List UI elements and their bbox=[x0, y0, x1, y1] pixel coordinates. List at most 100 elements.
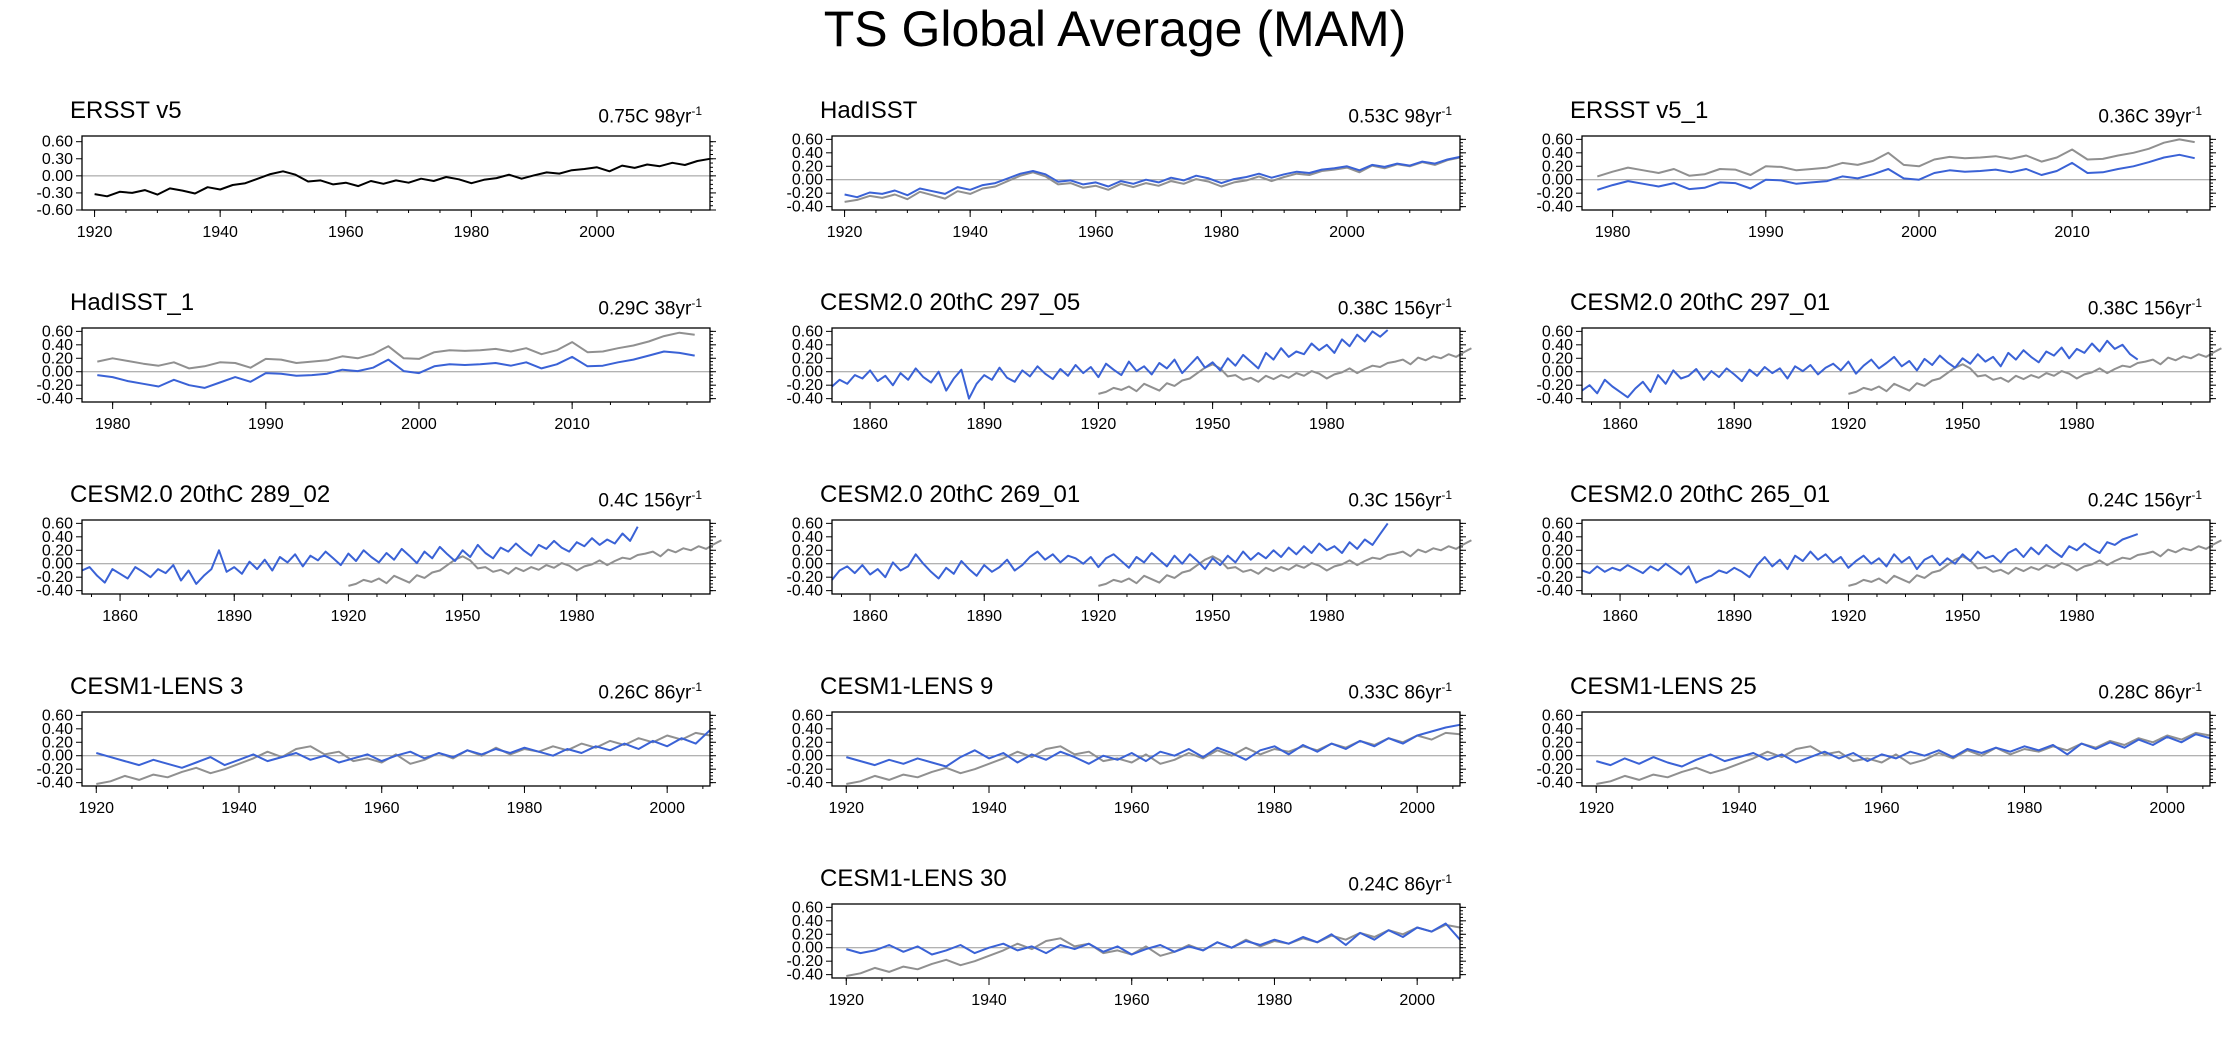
x-tick-label: 1990 bbox=[1748, 224, 1784, 241]
y-tick-label: 0.00 bbox=[1542, 748, 1573, 765]
y-tick-label: 0.60 bbox=[792, 131, 823, 148]
x-tick-label: 1980 bbox=[507, 800, 543, 817]
series-line-model bbox=[846, 723, 1461, 768]
y-tick-label: 0.20 bbox=[792, 350, 823, 367]
x-tick-label: 1980 bbox=[1309, 416, 1345, 433]
y-tick-label: 0.00 bbox=[1542, 172, 1573, 189]
x-tick-label: 1920 bbox=[1831, 608, 1867, 625]
y-tick-label: -0.40 bbox=[787, 775, 824, 792]
x-tick-label: 1940 bbox=[952, 224, 988, 241]
panel-trend: 0.24C 156yr-1 bbox=[2087, 488, 2202, 512]
chart-panel: -0.60 -0.30 0.00 0.30 0.60 1920 1940 1960 1980 20… bbox=[37, 98, 716, 248]
series-line-model bbox=[1597, 153, 2195, 191]
panel-trend: 0.38C 156yr-1 bbox=[1337, 296, 1452, 320]
x-tick-label: 1990 bbox=[248, 416, 284, 433]
series-line-model bbox=[846, 922, 1461, 956]
panel-trend: 0.28C 86yr-1 bbox=[2098, 680, 2202, 704]
panel-plot: -0.60-0.300.000.300.60 1920 1940 1960 1980 20… bbox=[37, 134, 716, 241]
chart-panel: -0.40 -0.20 0.00 0.20 0.40 0.60 1860 1890 1920 19… bbox=[1537, 289, 2222, 440]
panel-plot: -0.40-0.200.000.200.400.60 1860 1890 1920 19… bbox=[1537, 515, 2222, 625]
y-tick-label: 0.60 bbox=[42, 323, 73, 340]
panel-plot: -0.40-0.200.000.200.400.60 1860 1890 1920 19… bbox=[37, 515, 722, 625]
panel-trend: 0.24C 86yr-1 bbox=[1348, 872, 1452, 896]
panel-plot: -0.40-0.200.000.200.400.60 1920 1940 1960 19… bbox=[787, 707, 1466, 817]
y-tick-label: 0.20 bbox=[42, 350, 73, 367]
y-tick-label: -0.20 bbox=[1537, 377, 1574, 394]
panel-title: HadISST_1 bbox=[70, 289, 195, 316]
series-line-model bbox=[1581, 533, 2139, 584]
series-line-obs bbox=[1848, 347, 2222, 395]
y-tick-label: -0.40 bbox=[1537, 583, 1574, 600]
plot-frame bbox=[831, 903, 1461, 979]
x-tick-label: 1920 bbox=[331, 608, 367, 625]
y-tick-label: 0.40 bbox=[1542, 529, 1573, 546]
panel-title: ERSST v5_1 bbox=[1570, 97, 1709, 124]
series-line-obs bbox=[348, 539, 722, 587]
x-tick-label: 1980 bbox=[95, 416, 131, 433]
x-tick-label: 1940 bbox=[971, 992, 1007, 1009]
panel-plot: -0.40-0.200.000.200.400.60 1860 1890 1920 19… bbox=[787, 323, 1472, 433]
y-tick-label: 0.60 bbox=[1542, 323, 1573, 340]
y-tick-label: -0.20 bbox=[1537, 761, 1574, 778]
x-tick-label: 1980 bbox=[2059, 416, 2095, 433]
y-tick-label: 0.40 bbox=[1542, 721, 1573, 738]
x-tick-label: 2000 bbox=[1329, 224, 1365, 241]
plot-frame bbox=[831, 711, 1461, 787]
panel-plot: -0.40-0.200.000.200.400.60 1860 1890 1920 19… bbox=[1537, 323, 2222, 433]
x-tick-label: 1860 bbox=[1602, 416, 1638, 433]
chart-panel: -0.40 -0.20 0.00 0.20 0.40 0.60 1860 1890 1920 19… bbox=[37, 482, 722, 632]
y-tick-label: 0.40 bbox=[792, 529, 823, 546]
panel-title: CESM2.0 20thC 265_01 bbox=[1570, 481, 1831, 508]
y-tick-label: 0.00 bbox=[792, 940, 823, 957]
x-tick-label: 1890 bbox=[1716, 416, 1752, 433]
chart-panel: -0.40 -0.20 0.00 0.20 0.40 0.60 1920 1940 1960 19… bbox=[787, 98, 1466, 248]
y-tick-label: -0.40 bbox=[1537, 775, 1574, 792]
y-tick-label: 0.00 bbox=[42, 748, 73, 765]
y-tick-label: 0.60 bbox=[42, 134, 73, 151]
x-tick-label: 1950 bbox=[1195, 416, 1231, 433]
panel-title: CESM1-LENS 30 bbox=[820, 865, 1007, 892]
panel-trend: 0.29C 38yr-1 bbox=[598, 296, 702, 320]
chart-panel: -0.40 -0.20 0.00 0.20 0.40 0.60 1980 1990 2000 20… bbox=[1537, 97, 2216, 248]
y-tick-label: 0.60 bbox=[1542, 131, 1573, 148]
x-tick-label: 1960 bbox=[1114, 800, 1150, 817]
y-tick-label: 0.20 bbox=[1542, 734, 1573, 751]
panel-title: CESM2.0 20thC 297_05 bbox=[820, 289, 1081, 316]
panel-plot: -0.40-0.200.000.200.400.60 1980 1990 2000 20… bbox=[1537, 131, 2216, 241]
x-tick-label: 1950 bbox=[1945, 608, 1981, 625]
series-line-obs bbox=[96, 731, 711, 785]
panel-plot: -0.40-0.200.000.200.400.60 1920 1940 1960 19… bbox=[37, 707, 716, 817]
x-tick-label: 1980 bbox=[2007, 800, 2043, 817]
x-tick-label: 1890 bbox=[216, 608, 252, 625]
x-tick-label: 2000 bbox=[579, 224, 615, 241]
series-line-single bbox=[94, 157, 711, 198]
panel-plot: -0.40-0.200.000.200.400.60 1920 1940 1960 19… bbox=[787, 899, 1466, 1009]
y-tick-label: 0.40 bbox=[792, 913, 823, 930]
panel-title: CESM2.0 20thC 297_01 bbox=[1570, 289, 1831, 316]
y-tick-label: -0.40 bbox=[787, 583, 824, 600]
plot-frame bbox=[831, 519, 1461, 595]
x-tick-label: 1890 bbox=[966, 608, 1002, 625]
series-line-model bbox=[97, 350, 695, 389]
y-tick-label: 0.40 bbox=[792, 145, 823, 162]
series-line-obs bbox=[1596, 731, 2211, 785]
y-tick-label: -0.20 bbox=[1537, 569, 1574, 586]
y-tick-label: -0.20 bbox=[37, 761, 74, 778]
x-tick-label: 1920 bbox=[78, 800, 114, 817]
x-tick-label: 1980 bbox=[1204, 224, 1240, 241]
x-tick-label: 1980 bbox=[1595, 224, 1631, 241]
y-tick-label: -0.40 bbox=[37, 391, 74, 408]
x-tick-label: 1920 bbox=[1578, 800, 1614, 817]
x-tick-label: 1920 bbox=[828, 992, 864, 1009]
y-tick-label: -0.20 bbox=[37, 377, 74, 394]
y-tick-label: -0.20 bbox=[787, 761, 824, 778]
x-tick-label: 1920 bbox=[1081, 608, 1117, 625]
series-line-obs bbox=[97, 331, 695, 370]
x-tick-label: 1980 bbox=[1257, 992, 1293, 1009]
panel-title: CESM1-LENS 3 bbox=[70, 673, 244, 700]
y-tick-label: -0.30 bbox=[37, 185, 74, 202]
figure-title: TS Global Average (MAM) bbox=[823, 1, 1407, 57]
x-tick-label: 1960 bbox=[1864, 800, 1900, 817]
x-tick-label: 1860 bbox=[1602, 608, 1638, 625]
series-line-model bbox=[831, 329, 1389, 400]
